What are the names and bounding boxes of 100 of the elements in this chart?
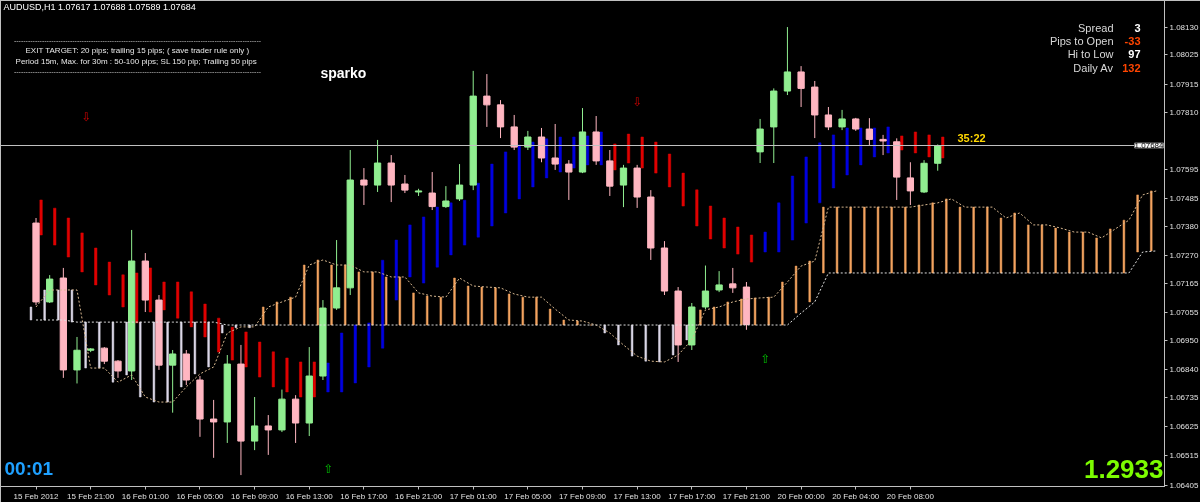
y-tick-label: 1.06515 xyxy=(1169,451,1199,461)
candlestick xyxy=(401,174,409,194)
y-tick-label: 1.06950 xyxy=(1169,335,1199,345)
bar xyxy=(859,127,863,166)
annotation: ⇩ xyxy=(81,109,92,124)
x-tick-label: 16 Feb 05:00 xyxy=(176,491,225,501)
bar xyxy=(381,259,385,349)
candlestick xyxy=(879,134,887,156)
y-tick-label: 1.07915 xyxy=(1169,79,1199,89)
candlestick xyxy=(756,118,764,164)
y-tick-label: 1.07055 xyxy=(1169,308,1199,318)
bar xyxy=(763,231,767,253)
annotation: EXIT TARGET: 20 pips; trailing 15 pips; ( save trader rule only ) xyxy=(25,46,250,55)
bar xyxy=(217,317,221,353)
bar xyxy=(627,133,631,164)
x-tick-label: 17 Feb 09:00 xyxy=(558,491,607,501)
annotation: 35:22 xyxy=(957,131,986,144)
y-tick-label: 1.08025 xyxy=(1169,50,1199,60)
annotation: 132 xyxy=(1122,61,1141,74)
bar xyxy=(886,126,890,154)
bar xyxy=(422,216,426,284)
bar xyxy=(845,127,849,176)
bar xyxy=(736,226,740,255)
bar xyxy=(66,217,70,258)
annotation: Spread xyxy=(1078,21,1114,34)
bar xyxy=(326,362,330,393)
bar xyxy=(367,322,371,368)
candlestick xyxy=(797,65,805,108)
bar xyxy=(258,341,262,378)
x-tick-label: 17 Feb 17:00 xyxy=(668,491,716,501)
candlestick xyxy=(865,117,874,146)
annotation: -33 xyxy=(1124,34,1141,47)
y-tick-label: 1.07485 xyxy=(1169,193,1199,203)
candlestick xyxy=(209,399,218,459)
bar xyxy=(668,153,672,188)
candlestick xyxy=(291,394,300,444)
candlestick xyxy=(565,159,573,201)
candlestick xyxy=(360,167,368,206)
annotation: Period 15m, Max. for 30m : 50-100 pips; SL 150 pip; Trailing 50 pips xyxy=(15,57,257,66)
y-tick-label: 1.06735 xyxy=(1169,393,1199,403)
bar xyxy=(203,303,207,338)
candlestick xyxy=(729,267,737,294)
x-tick-label: 15 Feb 21:00 xyxy=(67,491,115,501)
bar xyxy=(831,134,835,189)
annotation: 1.2933 xyxy=(1083,453,1164,484)
bar xyxy=(927,134,931,158)
x-tick-label: 20 Feb 00:00 xyxy=(777,491,826,501)
x-tick-label: 16 Feb 09:00 xyxy=(231,491,279,501)
annotation: 3 xyxy=(1134,21,1141,34)
candlestick xyxy=(46,274,54,304)
line-series xyxy=(35,190,1157,403)
bar xyxy=(271,351,275,388)
bar xyxy=(613,143,617,171)
x-tick-label: 17 Feb 13:00 xyxy=(613,491,662,501)
bar xyxy=(340,332,344,393)
candlestick xyxy=(824,106,833,131)
y-tick-label: 1.07270 xyxy=(1169,250,1199,260)
y-tick-label: 1.06405 xyxy=(1169,480,1199,490)
bar xyxy=(435,206,439,268)
candlestick xyxy=(455,163,464,202)
x-tick-label: 17 Feb 21:00 xyxy=(722,491,771,501)
bar xyxy=(818,142,822,204)
bar xyxy=(121,274,125,308)
candlestick xyxy=(537,127,546,163)
bar xyxy=(463,199,467,246)
candlestick xyxy=(373,139,382,193)
x-tick-label: 16 Feb 01:00 xyxy=(121,491,170,501)
bar xyxy=(244,331,248,368)
y-tick-label: 1.08130 xyxy=(1169,22,1199,32)
bar xyxy=(791,175,794,241)
candlestick xyxy=(483,73,491,128)
y-tick-label: 1.07810 xyxy=(1169,107,1199,117)
bar xyxy=(681,172,685,207)
bar xyxy=(722,217,726,249)
candlestick xyxy=(428,171,436,211)
candlestick xyxy=(783,26,792,96)
bar xyxy=(504,151,508,214)
annotation: 97 xyxy=(1128,47,1141,60)
bar xyxy=(750,234,753,263)
bar xyxy=(517,144,521,200)
x-tick-label: 16 Feb 13:00 xyxy=(285,491,334,501)
bar xyxy=(476,182,480,238)
bar xyxy=(94,247,98,286)
bar xyxy=(558,136,562,173)
bar xyxy=(695,189,699,227)
y-tick-label: 1.07595 xyxy=(1169,164,1199,174)
candlestick xyxy=(524,130,532,151)
candlestick xyxy=(250,396,259,451)
bar xyxy=(53,207,57,246)
annotation: Daily Av xyxy=(1073,61,1114,74)
y-tick-label: 1.07380 xyxy=(1169,221,1199,231)
bar xyxy=(490,163,494,227)
candlestick xyxy=(442,185,450,209)
bar xyxy=(162,281,166,311)
x-tick-label: 16 Feb 21:00 xyxy=(394,491,443,501)
bar xyxy=(408,224,412,278)
candlestick xyxy=(332,239,341,311)
bar xyxy=(777,202,781,253)
bar xyxy=(394,239,398,301)
bar xyxy=(913,131,917,154)
